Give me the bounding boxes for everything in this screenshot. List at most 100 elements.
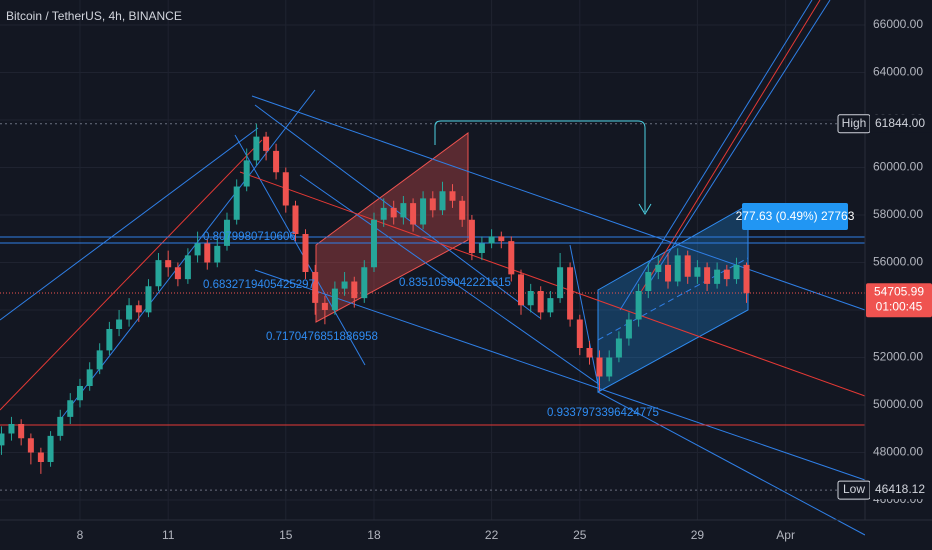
candle-body (567, 267, 574, 320)
candle-body (37, 452, 44, 463)
x-tick-label: Apr (776, 528, 795, 542)
candle-body (57, 416, 64, 436)
trendline (254, 269, 866, 481)
candle-body (126, 305, 133, 320)
y-tick-label: 64000.00 (873, 65, 923, 79)
candle-body (243, 160, 250, 187)
candle-body (312, 272, 319, 303)
candle-body (557, 267, 564, 299)
x-tick-label: 8 (77, 528, 84, 542)
candle-body (615, 338, 622, 358)
red-trendline (239, 171, 866, 397)
candle-body (145, 286, 152, 313)
candle-body (86, 369, 93, 387)
candle-body (420, 198, 427, 225)
candle-body (645, 272, 652, 292)
x-tick-label: 29 (691, 528, 705, 542)
low_marker-label: Low (843, 482, 865, 496)
y-tick-label: 50000.00 (873, 397, 923, 411)
fib-label: 0.8079980710606 (203, 231, 296, 243)
candle-body (174, 267, 181, 280)
candle-body (321, 302, 328, 311)
candle-body (214, 245, 221, 263)
candle-body (439, 191, 446, 211)
candle-body (459, 200, 466, 220)
candle-body (135, 305, 142, 313)
red-trendline (0, 139, 263, 411)
candle-body (733, 264, 740, 280)
candle-body (694, 267, 701, 277)
candle-body (674, 255, 681, 282)
trendline (569, 244, 599, 386)
axes: 46000.0048000.0050000.0052000.0054000.00… (77, 17, 932, 542)
fib-label: 0.6832719405425297 (203, 279, 315, 291)
annotations: 0.8079980710606 0.6832719405425297 0.717… (203, 231, 659, 419)
countdown: 01:00:45 (876, 299, 923, 313)
candle-body (155, 260, 162, 287)
last-price-tag (866, 283, 932, 318)
candle-body (233, 186, 240, 220)
trendline (597, 391, 866, 536)
candle-body (596, 357, 603, 377)
candle-body (449, 191, 456, 201)
candle-body (498, 236, 505, 242)
chart-title: Bitcoin / TetherUS, 4h, BINANCE (6, 9, 182, 23)
trendline (0, 127, 259, 321)
candle-body (400, 203, 407, 218)
trendline (234, 134, 366, 366)
candle-body (292, 205, 299, 235)
candle-body (488, 236, 495, 244)
x-tick-label: 25 (573, 528, 587, 542)
candle-body (714, 269, 721, 284)
last-price-label: 54705.99 (874, 284, 924, 298)
candle-body (116, 319, 123, 330)
candle-body (743, 264, 750, 294)
candle-body (361, 267, 368, 299)
low_marker-price: 46418.12 (875, 482, 925, 496)
y-tick-label: 56000.00 (873, 255, 923, 269)
high_marker-label: High (842, 116, 867, 130)
x-tick-label: 11 (162, 528, 175, 542)
candle-body (517, 274, 524, 306)
candle-body (537, 291, 544, 313)
candle-body (351, 281, 358, 299)
candle-body (586, 348, 593, 358)
high_marker-price-tag (870, 114, 932, 133)
candle-body (704, 267, 711, 284)
candle-body (331, 288, 338, 311)
candle-body (478, 243, 485, 254)
candle-body (47, 435, 54, 463)
candle-body (723, 269, 730, 280)
fib-label: 0.8351059042221615 (399, 277, 511, 289)
candle-body (67, 400, 74, 417)
high_marker-price: 61844.00 (875, 116, 925, 130)
candle-body (165, 260, 172, 268)
candle-body (76, 386, 83, 401)
channel-mid (597, 257, 749, 341)
candle-body (655, 264, 662, 273)
candle-body (263, 136, 270, 151)
candle-body (0, 433, 5, 446)
x-tick-label: 15 (279, 528, 293, 542)
y-tick-label: 48000.00 (873, 445, 923, 459)
candle-body (341, 281, 348, 289)
candle-body (527, 291, 534, 306)
candle-body (253, 136, 260, 161)
candle-body (468, 219, 475, 254)
drawings (0, 0, 866, 536)
y-tick-label: 52000.00 (873, 350, 923, 364)
y-tick-label: 58000.00 (873, 207, 923, 221)
trendline (254, 104, 541, 319)
candle-body (27, 438, 34, 453)
candle-body (204, 243, 211, 263)
measure-label: 277.63 (0.49%) 27763 (736, 209, 855, 223)
candle-body (547, 298, 554, 313)
candle-body (625, 319, 632, 339)
x-tick-label: 18 (367, 528, 381, 542)
candle-body (194, 243, 201, 256)
candle-body (223, 219, 230, 246)
candle-body (184, 255, 191, 280)
candle-body (576, 319, 583, 349)
